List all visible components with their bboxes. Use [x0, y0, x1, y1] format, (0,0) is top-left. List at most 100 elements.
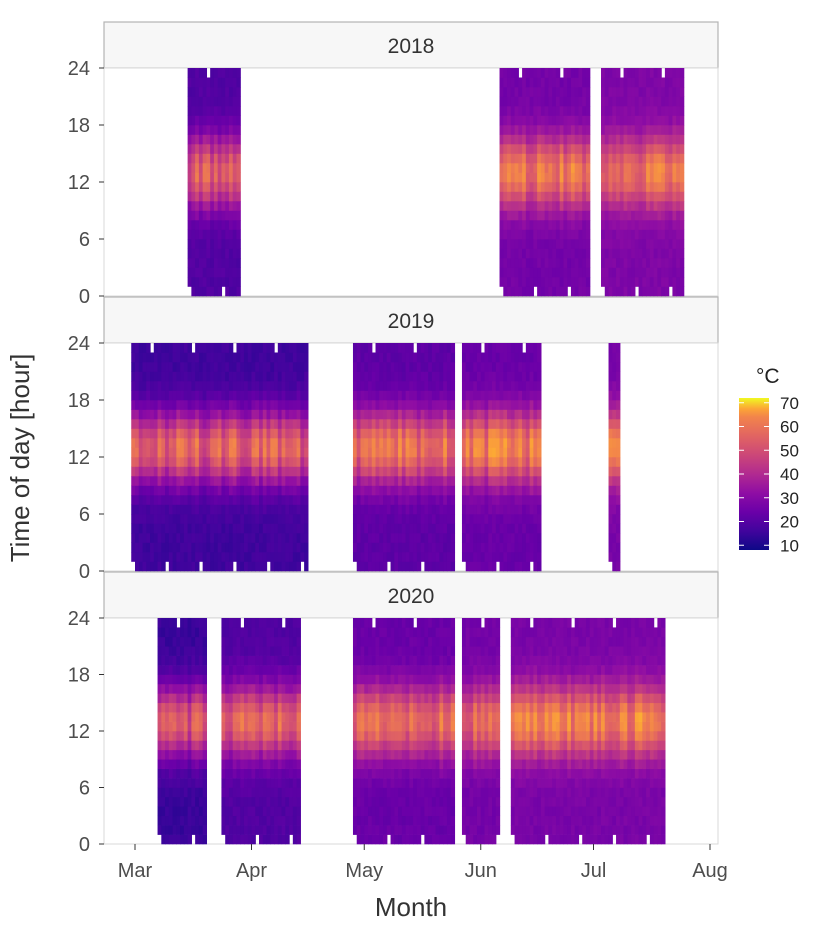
heat-cell: [142, 476, 147, 486]
heat-cell: [198, 125, 204, 135]
heat-cell: [570, 115, 576, 126]
heat-cell: [383, 542, 388, 553]
heat-cell: [225, 267, 230, 278]
heat-cell: [225, 163, 230, 173]
heat-cell: [439, 362, 444, 372]
heat-cell: [251, 806, 256, 817]
heat-cell: [627, 267, 632, 278]
heat-cell: [548, 172, 553, 183]
heat-cell: [285, 352, 290, 363]
heat-cell: [183, 618, 189, 628]
heat-cell: [289, 740, 294, 751]
heat-cell: [180, 674, 185, 685]
heat-cell: [623, 96, 628, 107]
heat-cell: [619, 144, 625, 154]
heat-cell: [623, 248, 628, 259]
heat-cell: [161, 618, 166, 628]
heat-cell: [135, 352, 140, 363]
heat-cell: [473, 533, 478, 543]
heat-cell: [187, 409, 192, 420]
heat-cell: [300, 542, 305, 553]
heat-cell: [537, 248, 542, 259]
heat-cell: [296, 447, 301, 458]
heat-cell: [394, 542, 399, 553]
heat-cell: [604, 191, 610, 202]
heat-cell: [409, 646, 414, 656]
heat-cell: [292, 636, 298, 647]
heat-cell: [518, 438, 523, 448]
heat-cell: [228, 248, 234, 259]
heat-cell: [352, 778, 358, 788]
heat-cell: [552, 68, 557, 78]
heat-cell: [514, 409, 519, 420]
heat-cell: [292, 834, 298, 845]
heat-cell: [612, 144, 617, 154]
heat-cell: [168, 655, 174, 666]
heat-cell: [285, 466, 290, 477]
heat-cell: [653, 115, 658, 126]
heat-cell: [262, 721, 268, 732]
heat-cell: [398, 683, 403, 694]
heat-cell: [217, 476, 223, 486]
heat-cell: [191, 457, 196, 467]
heat-cell: [172, 759, 177, 769]
heat-cell: [522, 144, 527, 154]
heat-cell: [465, 428, 471, 439]
heat-cell: [604, 220, 610, 230]
heat-cell: [537, 68, 542, 78]
heat-cell: [165, 646, 170, 656]
heat-cell: [518, 504, 523, 515]
heat-cell: [525, 68, 531, 78]
heat-cell: [210, 153, 215, 164]
heat-cell: [161, 627, 166, 638]
heat-cell: [398, 693, 403, 704]
heat-cell: [413, 627, 418, 638]
heat-cell: [405, 352, 410, 363]
heat-cell: [649, 229, 655, 240]
heat-cell: [537, 144, 542, 154]
heat-cell: [176, 627, 181, 638]
heat-cell: [259, 409, 264, 420]
heat-cell: [198, 163, 204, 173]
heat-cell: [232, 825, 238, 835]
heat-cell: [266, 343, 271, 353]
heat-cell: [657, 172, 662, 183]
heat-cell: [522, 201, 527, 211]
heat-cell: [228, 778, 234, 788]
heat-cell: [356, 806, 362, 817]
heat-cell: [507, 106, 512, 116]
heat-cell: [514, 115, 519, 126]
heat-cell: [285, 778, 290, 788]
heat-cell: [364, 381, 369, 391]
heat-cell: [138, 390, 144, 401]
heat-cell: [653, 153, 658, 164]
heat-cell: [533, 371, 538, 382]
heat-cell: [431, 409, 437, 420]
heat-cell: [368, 438, 373, 448]
heat-cell: [228, 702, 234, 713]
heat-cell: [514, 485, 519, 496]
heat-cell: [304, 504, 309, 515]
heat-cell: [289, 721, 294, 732]
heat-cell: [612, 447, 617, 458]
heat-cell: [492, 514, 497, 524]
heat-cell: [236, 352, 241, 363]
heat-cell: [168, 371, 174, 382]
heat-cell: [153, 485, 159, 496]
heat-cell: [514, 381, 519, 391]
heat-cell: [522, 220, 527, 230]
heat-cell: [161, 371, 166, 382]
heat-cell: [676, 182, 681, 192]
heat-cell: [559, 191, 565, 202]
heat-cell: [616, 400, 621, 410]
heat-cell: [484, 504, 489, 515]
heat-cell: [476, 466, 482, 477]
heat-cell: [168, 352, 174, 363]
heat-cell: [480, 476, 486, 486]
heat-cell: [623, 258, 628, 268]
heat-cell: [191, 683, 196, 694]
heat-cell: [165, 740, 170, 751]
heat-cell: [360, 362, 365, 372]
heat-cell: [285, 674, 290, 685]
heat-cell: [567, 125, 572, 135]
